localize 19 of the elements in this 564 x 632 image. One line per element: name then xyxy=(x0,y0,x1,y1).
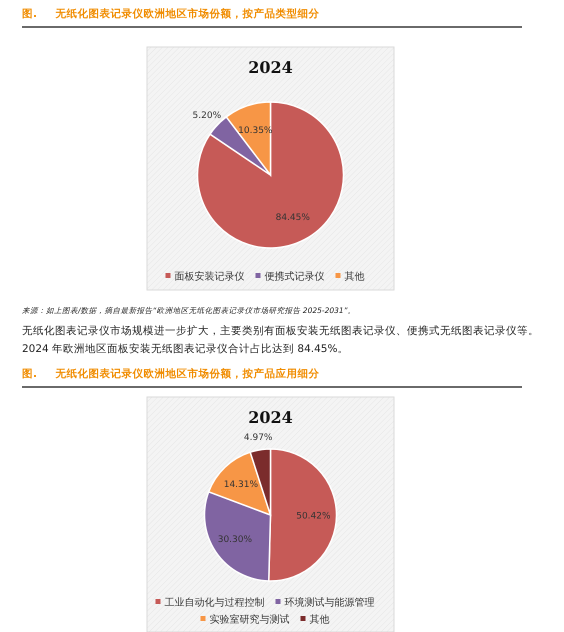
text: 2024 年欧洲地区面板安装无纸图表记录仪合计占比达到 84.45%。 xyxy=(22,342,348,355)
chart-title: 2024 xyxy=(248,408,293,427)
chart-subtitle: 图. 无纸化图表记录仪欧洲地区市场份额，按产品应用细分 xyxy=(22,367,320,380)
chart-title: 2024 xyxy=(248,58,293,77)
legend-label: 便携式记录仪 xyxy=(264,270,324,282)
legend-label: 其他 xyxy=(344,270,364,282)
data-label: 84.45% xyxy=(276,213,310,224)
chart-subtitle: 图. 无纸化图表记录仪欧洲地区市场份额，按产品类型细分 xyxy=(22,7,320,20)
data-label: 30.30% xyxy=(218,535,253,546)
legend-label: 工业自动化与过程控制 xyxy=(164,596,264,608)
data-label: 50.42% xyxy=(296,512,331,522)
legend-label: 实验室研究与测试 xyxy=(210,614,290,626)
data-label: 5.20% xyxy=(192,110,222,121)
legend-label: 环境测试与能源管理 xyxy=(284,596,374,608)
legend-label: 面板安装记录仪 xyxy=(174,270,244,282)
data-label: 4.97% xyxy=(244,432,273,443)
data-label: 14.31% xyxy=(224,480,258,490)
text: 无纸化图表记录仪市场规模进一步扩大，主要类别有面板安装无纸图表记录仪、便携式无纸图表记录仪等。 xyxy=(22,324,539,337)
legend-label: 其他 xyxy=(310,614,330,626)
